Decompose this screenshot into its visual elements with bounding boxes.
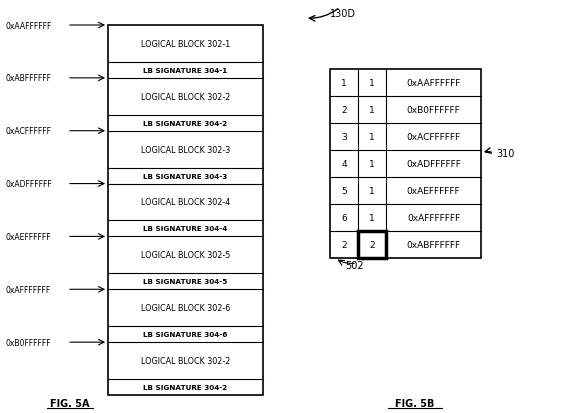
Text: LOGICAL BLOCK 302-4: LOGICAL BLOCK 302-4: [141, 198, 230, 207]
Text: 1: 1: [369, 106, 375, 115]
Text: LOGICAL BLOCK 302-2: LOGICAL BLOCK 302-2: [141, 93, 230, 102]
Text: 6: 6: [341, 214, 347, 223]
Text: LB SIGNATURE 304-3: LB SIGNATURE 304-3: [143, 173, 228, 179]
Text: LOGICAL BLOCK 302-5: LOGICAL BLOCK 302-5: [141, 251, 230, 260]
Text: 1: 1: [369, 159, 375, 169]
Text: 0xAAFFFFFF: 0xAAFFFFFF: [406, 79, 461, 88]
Text: LOGICAL BLOCK 302-2: LOGICAL BLOCK 302-2: [141, 356, 230, 365]
Text: 4: 4: [341, 159, 347, 169]
Text: 5: 5: [341, 187, 347, 195]
Text: 2: 2: [341, 240, 347, 249]
Text: 502: 502: [345, 260, 363, 271]
Text: 310: 310: [496, 149, 514, 159]
Text: 0xACFFFFFF: 0xACFFFFFF: [407, 133, 461, 142]
Text: 0xADFFFFFF: 0xADFFFFFF: [5, 180, 52, 189]
Text: LB SIGNATURE 304-2: LB SIGNATURE 304-2: [143, 384, 228, 390]
Text: 2: 2: [369, 240, 375, 249]
Text: FIG. 5A: FIG. 5A: [50, 398, 90, 408]
Text: FIG. 5B: FIG. 5B: [395, 398, 435, 408]
Bar: [358, 231, 386, 259]
Text: 3: 3: [341, 133, 347, 142]
Text: LB SIGNATURE 304-4: LB SIGNATURE 304-4: [143, 226, 228, 232]
Text: 0xAEFFFFFF: 0xAEFFFFFF: [407, 187, 460, 195]
Bar: [108, 26, 263, 395]
Text: 0xABFFFFFF: 0xABFFFFFF: [407, 240, 461, 249]
Text: 0xAEFFFFFF: 0xAEFFFFFF: [5, 233, 51, 241]
Text: 0xABFFFFFF: 0xABFFFFFF: [5, 74, 51, 83]
Text: 130D: 130D: [330, 9, 356, 19]
Text: 0xAFFFFFFF: 0xAFFFFFFF: [407, 214, 460, 223]
Text: LB SIGNATURE 304-6: LB SIGNATURE 304-6: [143, 331, 228, 337]
Text: 1: 1: [369, 133, 375, 142]
Text: 0xAAFFFFFF: 0xAAFFFFFF: [5, 21, 51, 31]
Text: LOGICAL BLOCK 302-3: LOGICAL BLOCK 302-3: [141, 145, 230, 154]
Text: 0xB0FFFFFF: 0xB0FFFFFF: [407, 106, 460, 115]
Text: 0xACFFFFFF: 0xACFFFFFF: [5, 127, 51, 136]
Text: 1: 1: [341, 79, 347, 88]
Text: LOGICAL BLOCK 302-6: LOGICAL BLOCK 302-6: [141, 304, 230, 313]
Text: LB SIGNATURE 304-1: LB SIGNATURE 304-1: [143, 68, 228, 74]
Text: LB SIGNATURE 304-5: LB SIGNATURE 304-5: [143, 279, 228, 285]
Text: LB SIGNATURE 304-2: LB SIGNATURE 304-2: [143, 121, 228, 126]
Text: 0xAFFFFFFF: 0xAFFFFFFF: [5, 285, 50, 294]
Text: 1: 1: [369, 187, 375, 195]
Text: LOGICAL BLOCK 302-1: LOGICAL BLOCK 302-1: [141, 40, 230, 49]
Text: 0xADFFFFFF: 0xADFFFFFF: [406, 159, 461, 169]
Text: 1: 1: [369, 79, 375, 88]
Bar: [330, 70, 481, 259]
Text: 2: 2: [341, 106, 347, 115]
Text: 0xB0FFFFFF: 0xB0FFFFFF: [5, 338, 51, 347]
Text: 1: 1: [369, 214, 375, 223]
